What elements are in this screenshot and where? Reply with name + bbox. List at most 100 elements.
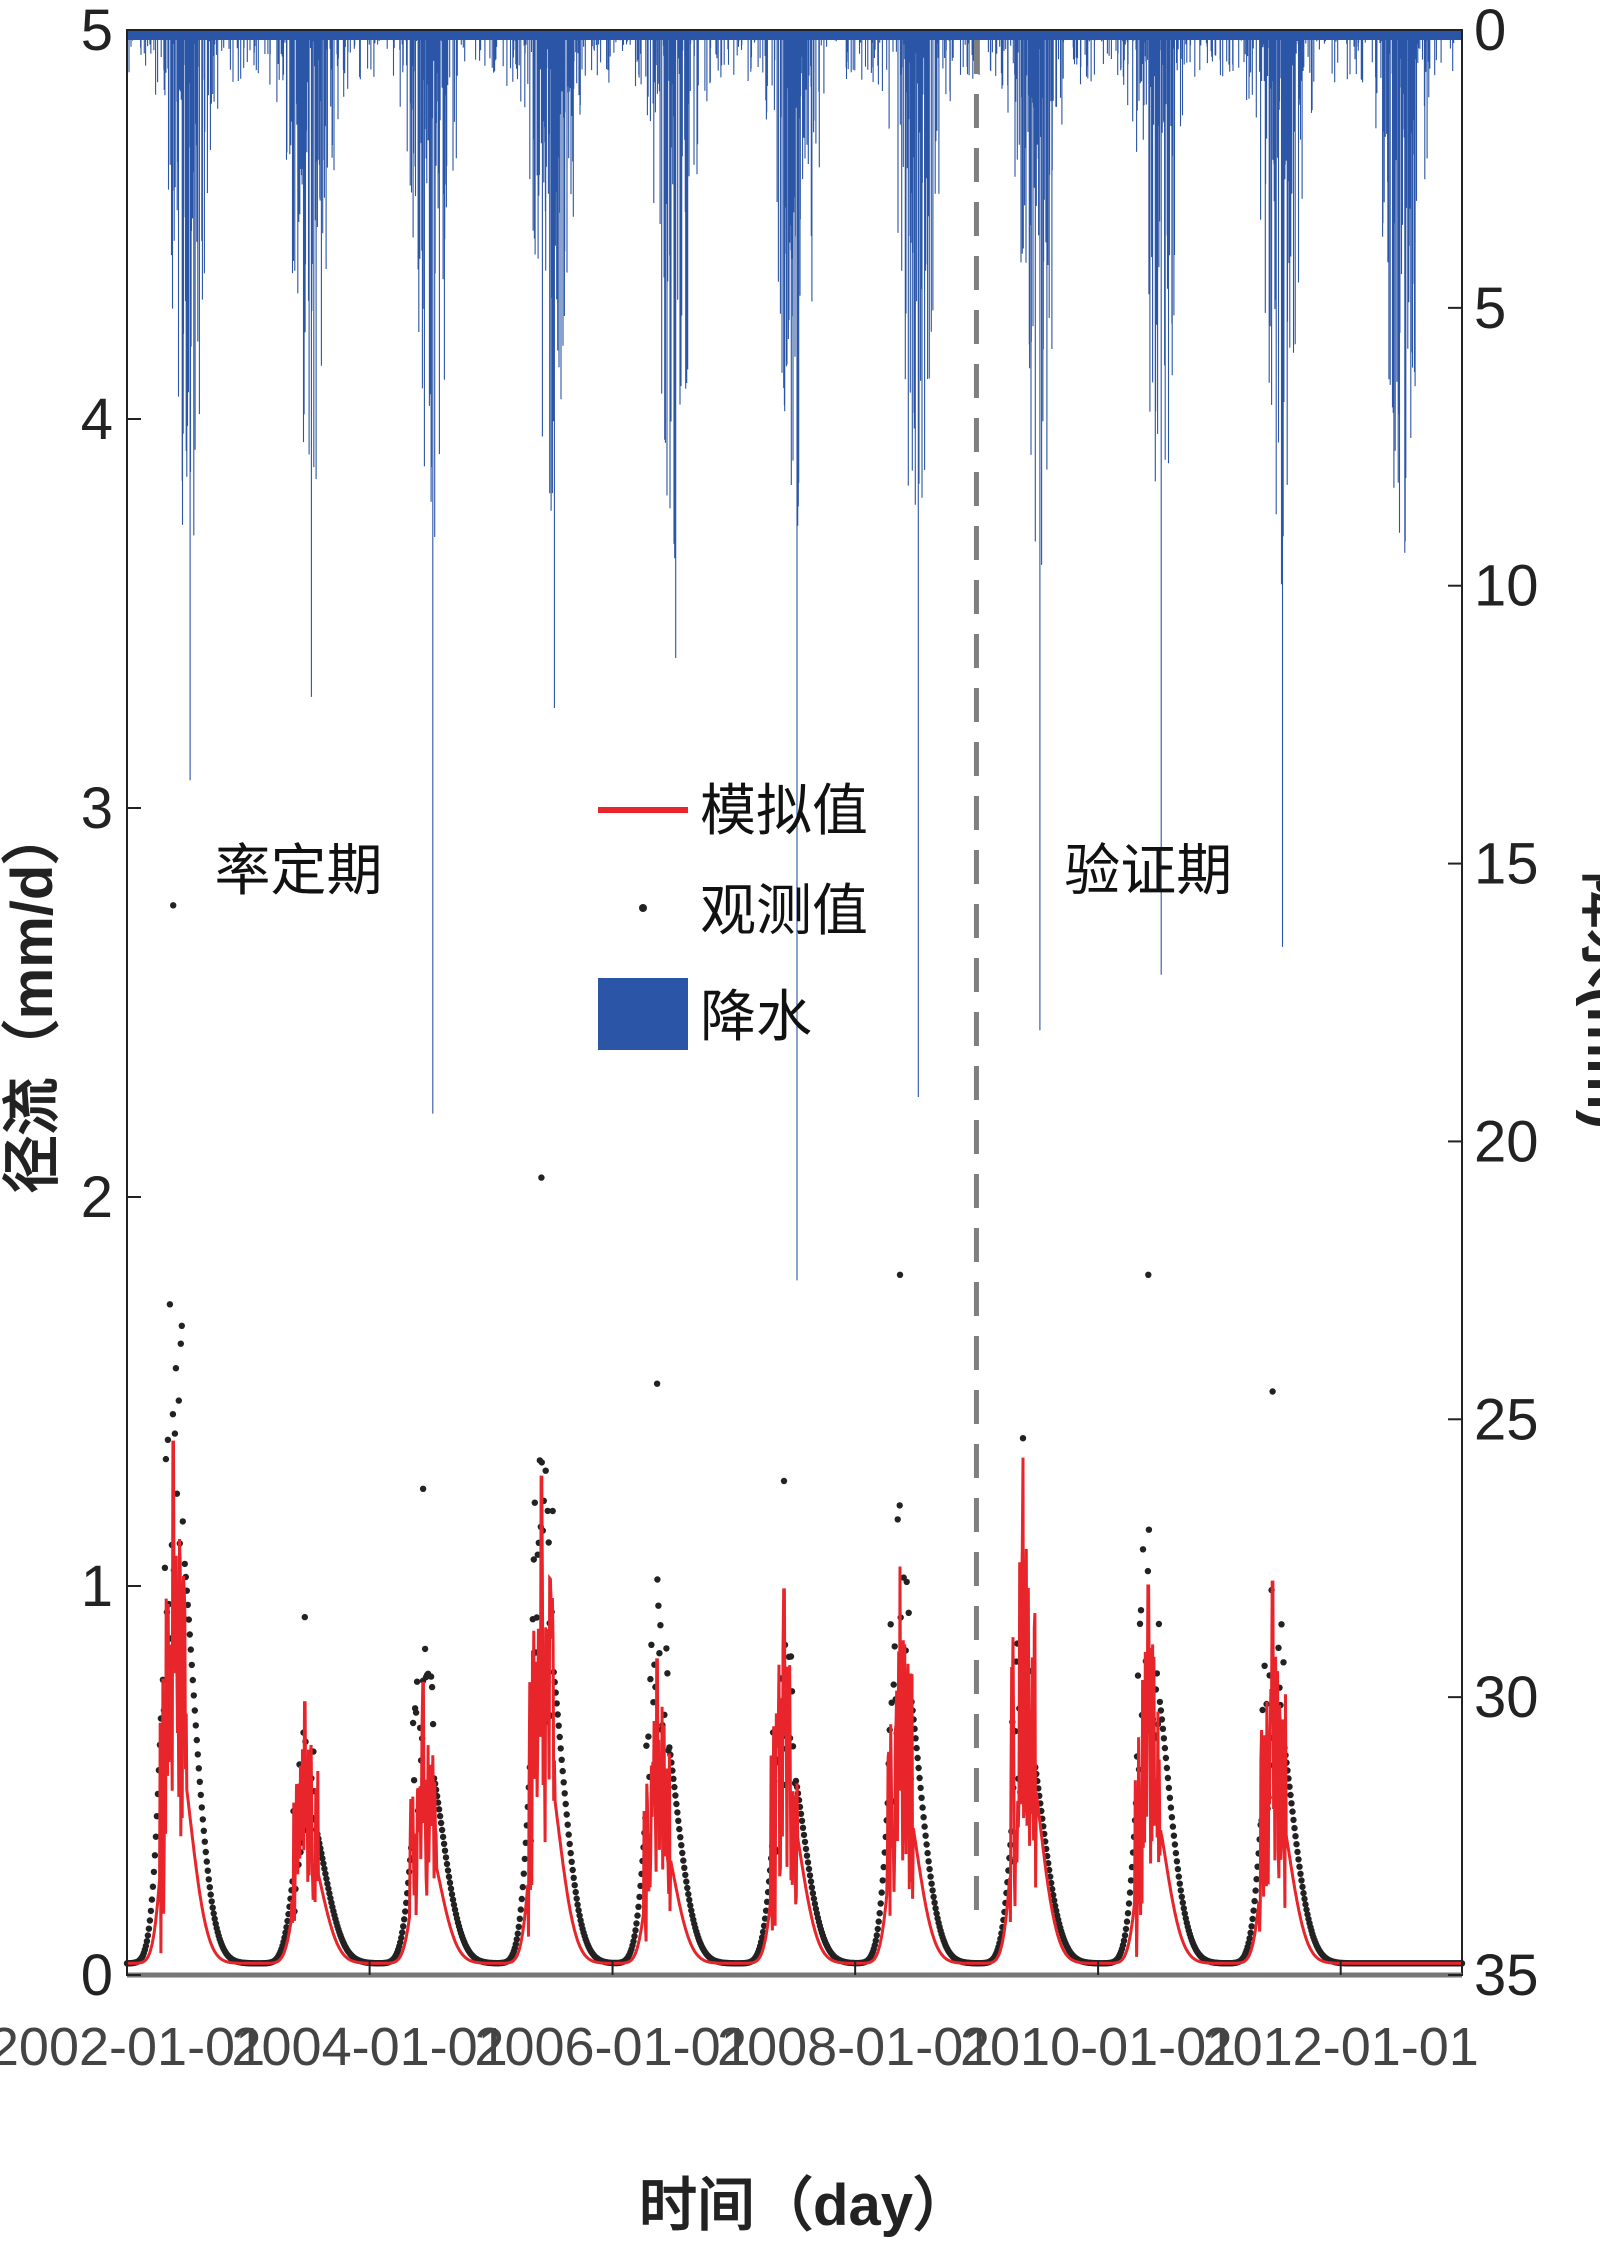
observed-point bbox=[323, 1875, 330, 1882]
observed-point bbox=[929, 1887, 936, 1894]
observed-point bbox=[674, 1809, 681, 1816]
observed-point bbox=[555, 1722, 562, 1729]
observed-point bbox=[650, 1699, 657, 1706]
observed-point bbox=[198, 1804, 205, 1811]
observed-point bbox=[762, 1907, 770, 1914]
legend-simulated-label: 模拟值 bbox=[700, 779, 868, 842]
right-tick-label: 0 bbox=[1474, 0, 1506, 63]
observed-point bbox=[1181, 1910, 1189, 1917]
observed-point bbox=[633, 1920, 640, 1927]
observed-point bbox=[1291, 1824, 1298, 1832]
observed-point bbox=[538, 1459, 545, 1466]
observed-point bbox=[916, 1774, 923, 1782]
observed-point bbox=[685, 1890, 692, 1898]
observed-point bbox=[1121, 1932, 1129, 1939]
observed-point bbox=[683, 1878, 690, 1885]
observed-point bbox=[807, 1878, 815, 1885]
observed-point bbox=[205, 1876, 212, 1883]
x-tick-label: 2012-01-01 bbox=[1203, 2017, 1479, 2077]
observed-point bbox=[179, 1518, 186, 1525]
observed-point bbox=[320, 1860, 327, 1867]
observed-point bbox=[553, 1700, 560, 1707]
left-tick-label: 4 bbox=[81, 387, 113, 452]
left-tick-label: 3 bbox=[81, 776, 113, 841]
observed-point bbox=[675, 1817, 682, 1825]
observed-point bbox=[802, 1845, 810, 1853]
observed-point bbox=[905, 1609, 912, 1617]
observed-point bbox=[761, 1915, 769, 1922]
observed-point bbox=[563, 1811, 570, 1818]
observed-point bbox=[887, 1621, 894, 1628]
observed-point bbox=[201, 1838, 208, 1845]
observed-point bbox=[874, 1925, 881, 1933]
observed-point bbox=[162, 1455, 170, 1463]
observed-point bbox=[512, 1940, 519, 1948]
observed-point bbox=[143, 1938, 151, 1945]
observed-point bbox=[1251, 1897, 1258, 1905]
right-y-axis-title: 降水(mm) bbox=[1575, 871, 1600, 1129]
observed-point bbox=[1162, 1754, 1170, 1762]
observed-point bbox=[402, 1908, 409, 1915]
observed-point bbox=[324, 1880, 331, 1887]
observed-point bbox=[281, 1934, 288, 1941]
observed-point bbox=[687, 1902, 694, 1909]
observed-point bbox=[325, 1885, 332, 1892]
observed-point bbox=[1253, 1876, 1260, 1883]
observed-point bbox=[1136, 1620, 1144, 1628]
observed-point bbox=[670, 1775, 677, 1783]
simulated-line bbox=[127, 1440, 1462, 1965]
observed-point bbox=[799, 1824, 807, 1832]
observed-point bbox=[876, 1910, 883, 1917]
observed-point bbox=[1173, 1858, 1181, 1865]
observed-point bbox=[413, 1678, 421, 1685]
observed-point bbox=[1292, 1833, 1299, 1840]
observed-point bbox=[570, 1874, 577, 1882]
observed-point bbox=[409, 1719, 417, 1727]
observed-point bbox=[923, 1841, 930, 1848]
observed-point bbox=[319, 1855, 326, 1862]
observed-point bbox=[447, 1885, 455, 1892]
observed-point bbox=[925, 1858, 932, 1865]
observed-point bbox=[654, 1576, 661, 1583]
observed-point bbox=[664, 1670, 671, 1677]
observed-point bbox=[801, 1838, 809, 1846]
observed-point bbox=[643, 1742, 650, 1749]
observed-point bbox=[449, 1896, 457, 1903]
observed-point bbox=[421, 1645, 429, 1653]
observed-point bbox=[1175, 1873, 1183, 1880]
observed-point bbox=[672, 1792, 679, 1799]
x-tick-label: 2010-01-01 bbox=[960, 2017, 1236, 2077]
observed-point bbox=[798, 1817, 806, 1825]
observed-point bbox=[438, 1826, 446, 1834]
observed-point bbox=[1246, 1935, 1253, 1942]
observed-point bbox=[922, 1832, 929, 1839]
right-tick-label: 35 bbox=[1474, 1943, 1539, 2008]
observed-point bbox=[439, 1833, 447, 1841]
observed-point bbox=[545, 1539, 552, 1546]
observed-point bbox=[630, 1938, 637, 1945]
observed-peak-point bbox=[1269, 1388, 1276, 1395]
observed-peak-point bbox=[170, 902, 177, 909]
observed-point bbox=[515, 1923, 522, 1931]
observed-point bbox=[918, 1794, 925, 1802]
x-tick-label: 2002-01-01 bbox=[0, 2017, 265, 2077]
precipitation-top-band bbox=[127, 30, 1462, 40]
observed-point bbox=[1123, 1918, 1131, 1925]
observed-point bbox=[549, 1507, 556, 1515]
observed-point bbox=[680, 1857, 687, 1864]
observed-point bbox=[401, 1916, 408, 1923]
observed-point bbox=[681, 1864, 688, 1872]
observed-point bbox=[516, 1915, 523, 1923]
observed-point bbox=[144, 1932, 152, 1939]
observed-point bbox=[926, 1865, 933, 1873]
observed-point bbox=[189, 1676, 196, 1684]
observed-point bbox=[185, 1616, 192, 1623]
x-tick-label: 2006-01-01 bbox=[474, 2017, 750, 2077]
observed-point bbox=[1294, 1848, 1301, 1856]
observed-point bbox=[671, 1783, 678, 1791]
observed-point bbox=[519, 1883, 526, 1891]
observed-point bbox=[560, 1779, 567, 1786]
observed-point bbox=[436, 1812, 444, 1820]
observed-point bbox=[1159, 1725, 1167, 1733]
